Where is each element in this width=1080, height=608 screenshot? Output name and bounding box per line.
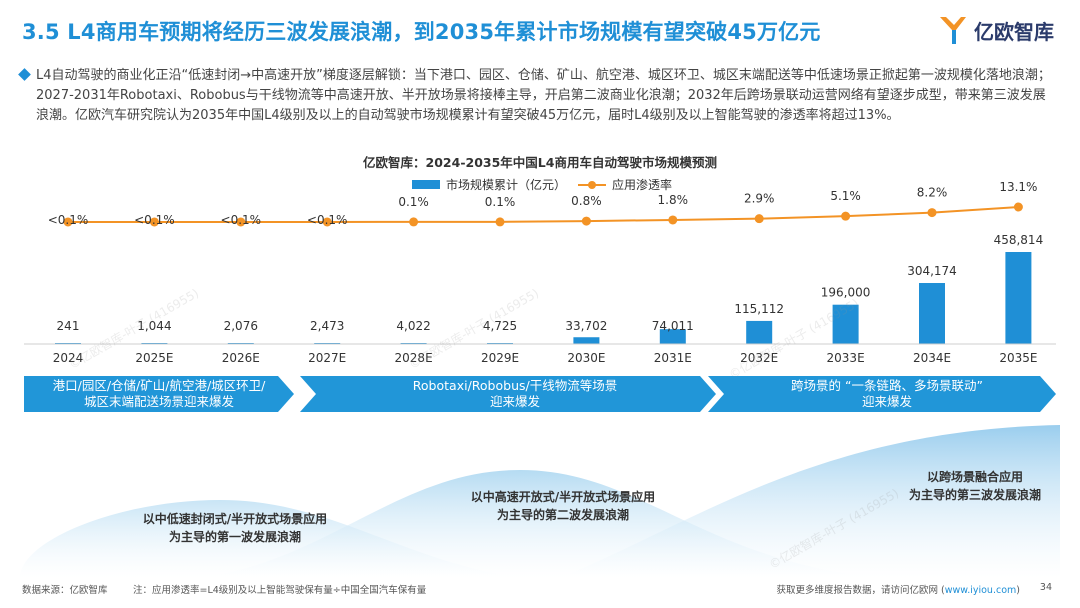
summary-text: L4自动驾驶的商业化正沿“低速封闭→中高速开放”梯度逐层解锁：当下港口、园区、仓… xyxy=(36,68,1051,123)
legend-line-label: 应用渗透率 xyxy=(612,177,672,192)
line-point xyxy=(581,216,591,226)
page-number: 34 xyxy=(1039,582,1052,593)
line-point xyxy=(841,211,851,221)
line-value-label: 2.9% xyxy=(744,192,775,206)
phase-arrow-3 xyxy=(708,376,1056,412)
x-tick-label: 2029E xyxy=(481,351,519,365)
wave-label-3: 以跨场景融合应用 为主导的第三波发展浪潮 xyxy=(908,470,1041,502)
wave-label-2: 以中高速开放式/半开放式场景应用 为主导的第二波发展浪潮 xyxy=(470,490,656,522)
x-tick-label: 2033E xyxy=(827,351,865,365)
x-tick-label: 2026E xyxy=(222,351,260,365)
x-tick-label: 2035E xyxy=(999,351,1037,365)
bar-value-label: 4,725 xyxy=(483,319,517,333)
wave-label-1: 以中低速封闭式/半开放式场景应用 为主导的第一波发展浪潮 xyxy=(142,512,328,544)
x-tick-label: 2032E xyxy=(740,351,778,365)
bar-value-label: 304,174 xyxy=(907,264,957,278)
phase-arrow-1 xyxy=(24,376,294,412)
phase-label-2: Robotaxi/Robobus/干线物流等场景 迎来爆发 xyxy=(412,378,618,409)
bar-value-label: 115,112 xyxy=(734,302,784,316)
line-path xyxy=(68,206,1019,223)
line-point xyxy=(927,208,937,218)
bar-value-label: 33,702 xyxy=(565,319,607,333)
x-tick-label: 2025E xyxy=(135,351,173,365)
bar xyxy=(659,329,686,344)
footer-more: 获取更多维度报告数据，请访问亿欧网 (www.iyiou.com) xyxy=(776,585,1020,596)
x-tick-label: 2024 xyxy=(53,351,84,365)
logo-text: 亿欧智库 xyxy=(974,19,1054,44)
line-value-label: 1.8% xyxy=(658,193,689,207)
line-value-label: <0.1% xyxy=(221,213,262,227)
logo: 亿欧智库 xyxy=(938,14,1054,46)
phase-label-1: 港口/园区/仓储/矿山/航空港/城区环卫/城区末端配送场景迎来爆发 xyxy=(52,378,266,409)
bar-value-label: 241 xyxy=(57,319,80,333)
line-value-label: 13.1% xyxy=(999,180,1037,194)
line-value-label: <0.1% xyxy=(48,213,89,227)
bar-value-label: 458,814 xyxy=(994,233,1044,247)
bar-value-label: 4,022 xyxy=(396,319,430,333)
legend-bar-label: 市场规模累计（亿元） xyxy=(446,177,566,192)
footer-source: 数据来源：亿欧智库 xyxy=(22,585,108,596)
x-tick-label: 2031E xyxy=(654,351,692,365)
legend: 市场规模累计（亿元） 应用渗透率 xyxy=(412,177,672,192)
bar-value-label: 196,000 xyxy=(821,286,871,300)
bar-value-label: 2,473 xyxy=(310,319,344,333)
logo-icon xyxy=(940,17,966,44)
chart-title: 亿欧智库：2024-2035年中国L4商用车自动驾驶市场规模预测 xyxy=(363,155,717,170)
line-point xyxy=(236,217,246,227)
wave-1 xyxy=(20,500,520,578)
line-point xyxy=(668,215,678,225)
bar-series: 241 1,044 2,076 2,473 4,022 4,725 33,702 74,011… xyxy=(55,233,1043,344)
line-point xyxy=(322,217,332,227)
line-value-label: 0.1% xyxy=(485,195,516,209)
x-tick-label: 2028E xyxy=(395,351,433,365)
line-series: <0.1% <0.1% <0.1% <0.1% 0.1% 0.1% 0.8% 1.8% 2.9%… xyxy=(48,180,1038,227)
line-point xyxy=(409,217,419,227)
line-point xyxy=(149,217,159,227)
x-tick-labels: 2024 2025E 2026E 2027E 2028E 2029E 2030E 2031E 2… xyxy=(53,351,1038,365)
bar xyxy=(573,337,600,344)
line-value-label: <0.1% xyxy=(307,213,348,227)
x-tick-label: 2030E xyxy=(567,351,605,365)
line-value-label: 5.1% xyxy=(830,189,861,203)
x-tick-label: 2027E xyxy=(308,351,346,365)
line-value-label: 0.8% xyxy=(571,194,602,208)
bar xyxy=(746,320,773,344)
bar-value-label: 2,076 xyxy=(224,319,258,333)
bar xyxy=(832,304,859,344)
line-point xyxy=(1013,202,1023,212)
phase-arrow-2 xyxy=(300,376,716,412)
line-point xyxy=(63,217,73,227)
line-value-label: 0.1% xyxy=(398,195,429,209)
line-point xyxy=(754,214,764,224)
footer-note: 注：应用渗透率=L4级别及以上智能驾驶保有量÷中国全国汽车保有量 xyxy=(133,585,427,596)
bar xyxy=(1005,252,1032,344)
phase-label-3: 跨场景的 “一条链路、多场景联动” 迎来爆发 xyxy=(791,378,983,409)
website-link[interactable]: www.iyiou.com xyxy=(944,585,1017,596)
line-point xyxy=(495,217,505,227)
line-value-label: 8.2% xyxy=(917,186,948,200)
bar-value-label: 74,011 xyxy=(652,319,694,333)
bar xyxy=(919,283,945,344)
page-title: 3.5 L4商用车预期将经历三波发展浪潮，到2035年累计市场规模有望突破45万… xyxy=(22,20,821,44)
x-tick-label: 2034E xyxy=(913,351,951,365)
legend-line-marker xyxy=(588,181,596,189)
line-value-label: <0.1% xyxy=(134,213,175,227)
legend-bar-swatch xyxy=(412,180,440,189)
bar-value-label: 1,044 xyxy=(137,319,171,333)
